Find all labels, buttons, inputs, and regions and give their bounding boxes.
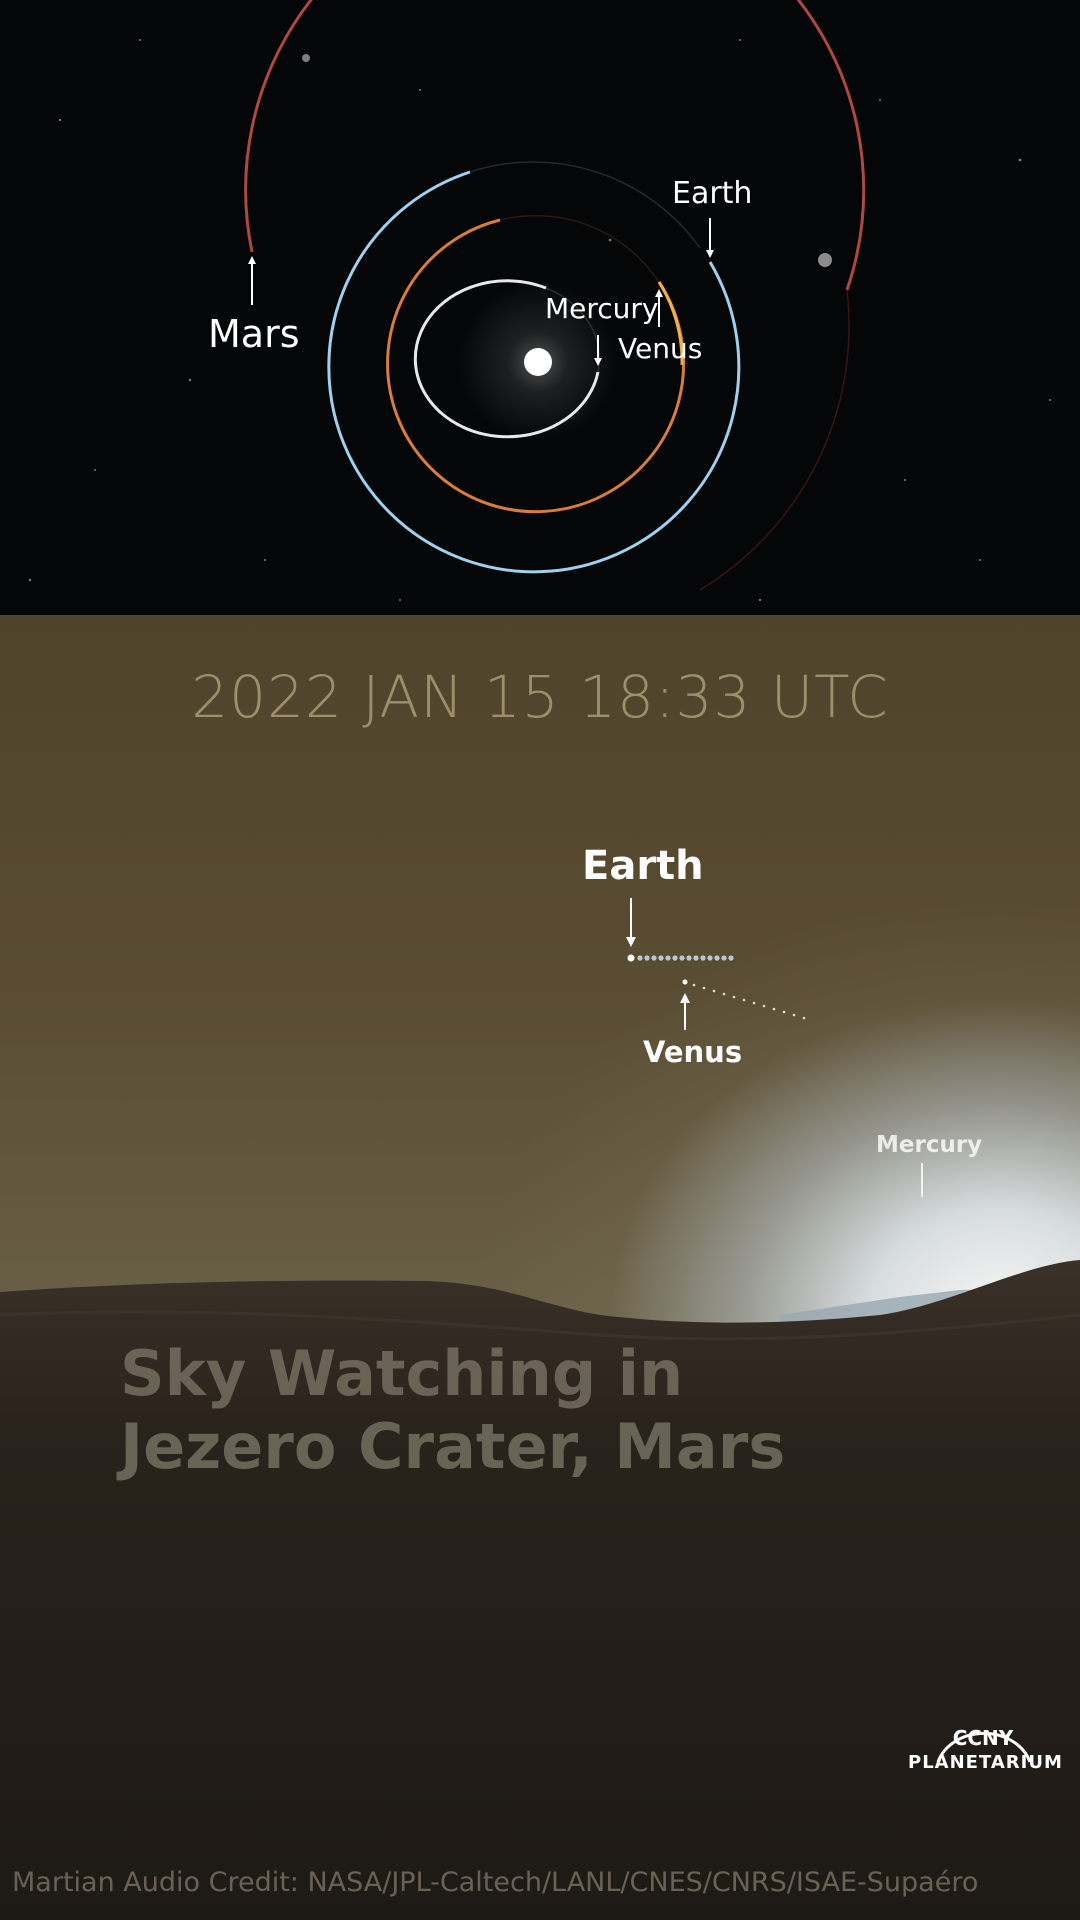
title-line-2: Jezero Crater, Mars [120,1410,786,1483]
logo-planetarium-text: PLANETARIUM [908,1752,1063,1773]
earth-label: Earth [672,176,753,211]
ground [0,1260,1080,1920]
earth-sky-label: Earth [582,843,704,889]
venus-point [682,979,688,985]
mars-orbit-faded [699,289,850,591]
logo-arc [936,1731,1032,1763]
earth-path-dots [637,955,734,961]
venus-sky-label: Venus [643,1035,743,1069]
mars-orbit [244,0,866,291]
earth-orbit [327,170,741,574]
mars-landscape [0,898,1080,1920]
orbit-diagram [28,0,1051,602]
venus-label: Venus [618,332,703,365]
timestamp: 2022 JAN 15 18:33 UTC [191,663,889,731]
bright-star [302,54,310,62]
earth-point [627,954,635,962]
mercury-sky-label: Mercury [876,1132,983,1158]
ccny-planetarium-logo: CCNY PLANETARIUM [908,1700,1063,1790]
mars-label: Mars [208,312,300,356]
mars-sky-panel: 2022 JAN 15 18:33 UTC Earth Venus Mercur… [0,615,1080,1920]
orbit-diagram-panel: Mars Earth Mercury Venus [0,0,1080,615]
earth-orbit-faded [469,161,701,249]
mercury-orbit [413,279,600,439]
starfield [28,39,1051,602]
venus-orbit [386,218,686,514]
logo-ccny-text: CCNY [952,1726,1014,1750]
venus-orbit-faded [499,214,660,283]
venus-orbit-bright [657,281,684,366]
sun [524,348,552,376]
mercury-label: Mercury [545,292,659,325]
audio-credit: Martian Audio Credit: NASA/JPL-Caltech/L… [12,1867,979,1898]
bright-star [818,253,832,267]
title-line-1: Sky Watching in [120,1337,684,1410]
venus-path-dots [692,983,806,1020]
